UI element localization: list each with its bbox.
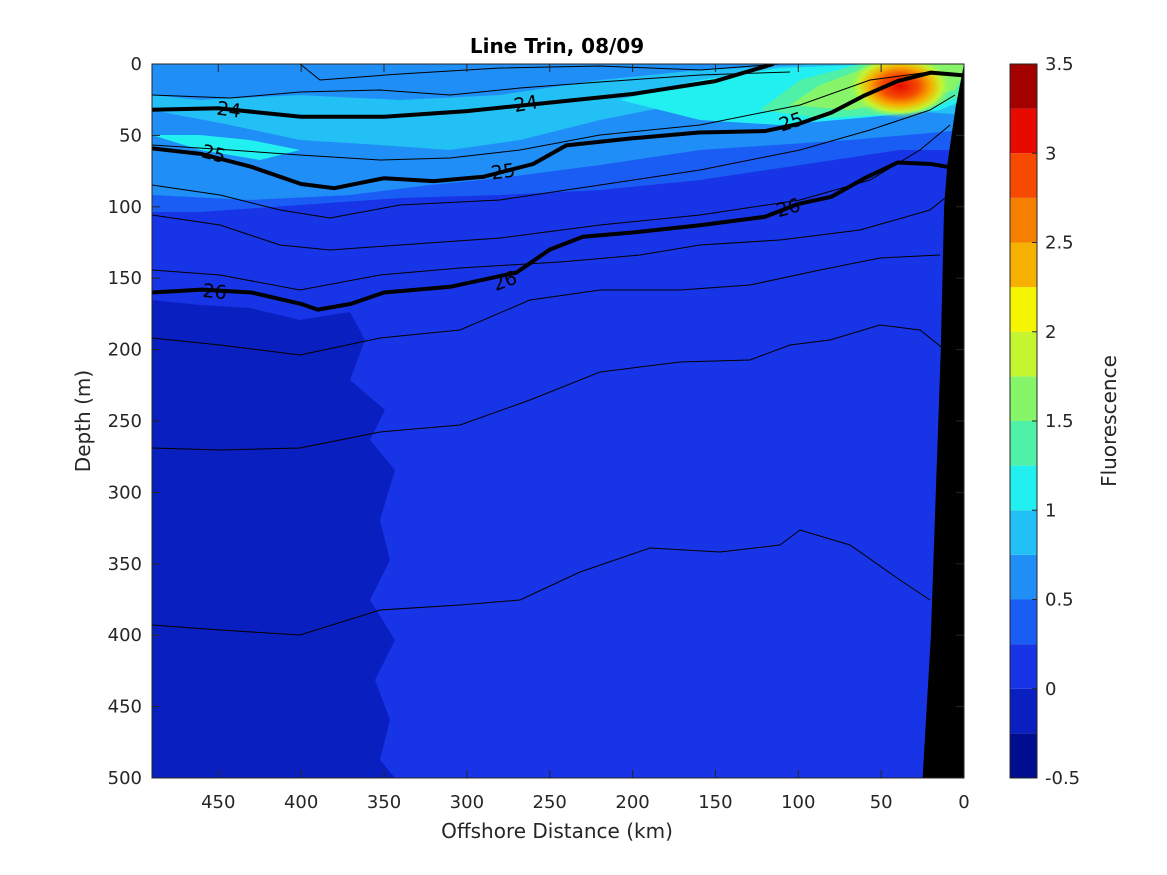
x-tick-label: 450 xyxy=(201,792,235,813)
y-tick-label: 500 xyxy=(108,768,142,789)
plot-area xyxy=(152,64,964,778)
colorbar-segment xyxy=(1010,510,1037,555)
isopycnal-24 xyxy=(152,64,774,119)
colorbar-segment xyxy=(1010,331,1037,377)
colorbar-ticks: 3.5 3 2.5 2 1.5 1 0.5 0 -0.5 xyxy=(1032,54,1080,789)
x-tick-label: 200 xyxy=(615,792,649,813)
y-tick-label: 50 xyxy=(119,125,142,146)
colorbar-segment xyxy=(1010,644,1037,689)
contour-line xyxy=(152,71,931,161)
colorbar-segment xyxy=(1010,376,1037,421)
colorbar-tick-label: 3.5 xyxy=(1045,54,1074,75)
x-tick-label: 100 xyxy=(781,792,815,813)
x-tick-label: 0 xyxy=(958,792,969,813)
colorbar-segment xyxy=(1010,733,1037,778)
colorbar-segment xyxy=(1010,242,1037,288)
contour-line xyxy=(152,189,956,291)
y-tick-label: 400 xyxy=(108,625,142,646)
x-axis-label: Offshore Distance (km) xyxy=(441,819,673,843)
x-tick-label: 350 xyxy=(367,792,401,813)
x-tick-label: 150 xyxy=(698,792,732,813)
colorbar-segment xyxy=(1010,287,1037,332)
contour-label-26: 26 xyxy=(201,280,227,304)
colorbar-segment xyxy=(1010,64,1037,109)
colorbar-segment xyxy=(1010,599,1037,645)
contour-line xyxy=(152,94,956,219)
x-tick-label: 50 xyxy=(870,792,893,813)
y-tick-label: 100 xyxy=(108,197,142,218)
contour-label-24: 24 xyxy=(512,91,540,117)
colorbar-tick-label: 2.5 xyxy=(1045,233,1074,254)
colorbar xyxy=(1010,64,1037,778)
colorbar-tick-label: 1 xyxy=(1045,500,1056,521)
colorbar-segment xyxy=(1010,153,1037,198)
colorbar-tick-label: 0 xyxy=(1045,679,1056,700)
colorbar-segment xyxy=(1010,688,1037,734)
colorbar-segment xyxy=(1010,554,1037,600)
chart-title: Line Trin, 08/09 xyxy=(470,34,644,58)
y-tick-label: 300 xyxy=(108,482,142,503)
labeled-isopycnals xyxy=(152,64,964,312)
field-band-1.0 xyxy=(152,135,300,160)
x-tick-label: 300 xyxy=(450,792,484,813)
isopycnal-25 xyxy=(152,70,964,191)
colorbar-tick-label: 2 xyxy=(1045,322,1056,343)
contour-label-24: 24 xyxy=(215,97,242,122)
contour-line xyxy=(152,324,946,451)
contour-line xyxy=(152,254,941,356)
colorbar-segment xyxy=(1010,108,1037,154)
contour-line xyxy=(152,124,951,251)
colorbar-tick-label: -0.5 xyxy=(1045,768,1080,789)
y-tick-label: 250 xyxy=(108,411,142,432)
colorbar-segment xyxy=(1010,465,1037,511)
x-tick-label: 250 xyxy=(533,792,567,813)
field-low-offshore xyxy=(152,300,395,778)
seafloor xyxy=(922,64,964,778)
contour-label-25: 25 xyxy=(490,159,517,184)
y-tick-label: 200 xyxy=(108,340,142,361)
isopycnal-26 xyxy=(152,160,948,312)
contour-line xyxy=(152,529,931,636)
contour-line xyxy=(152,71,791,99)
y-tick-label: 0 xyxy=(131,54,142,75)
thin-contours xyxy=(152,64,956,636)
y-axis: 0 50 100 150 200 250 300 350 400 450 500 xyxy=(108,54,964,789)
y-tick-label: 450 xyxy=(108,697,142,718)
colorbar-tick-label: 0.5 xyxy=(1045,590,1074,611)
colorbar-segment xyxy=(1010,421,1037,466)
y-axis-label: Depth (m) xyxy=(71,370,95,472)
colorbar-tick-label: 3 xyxy=(1045,143,1056,164)
x-axis: 450 400 350 300 250 200 150 100 50 0 xyxy=(201,64,970,813)
field-hotspot xyxy=(848,64,952,118)
colorbar-label: Fluorescence xyxy=(1097,355,1121,487)
seafloor-mask xyxy=(922,64,964,778)
y-tick-label: 350 xyxy=(108,554,142,575)
contour-line xyxy=(299,64,781,81)
colorbar-tick-label: 1.5 xyxy=(1045,411,1074,432)
colorbar-segment xyxy=(1010,197,1037,243)
y-tick-label: 150 xyxy=(108,268,142,289)
x-tick-label: 400 xyxy=(284,792,318,813)
